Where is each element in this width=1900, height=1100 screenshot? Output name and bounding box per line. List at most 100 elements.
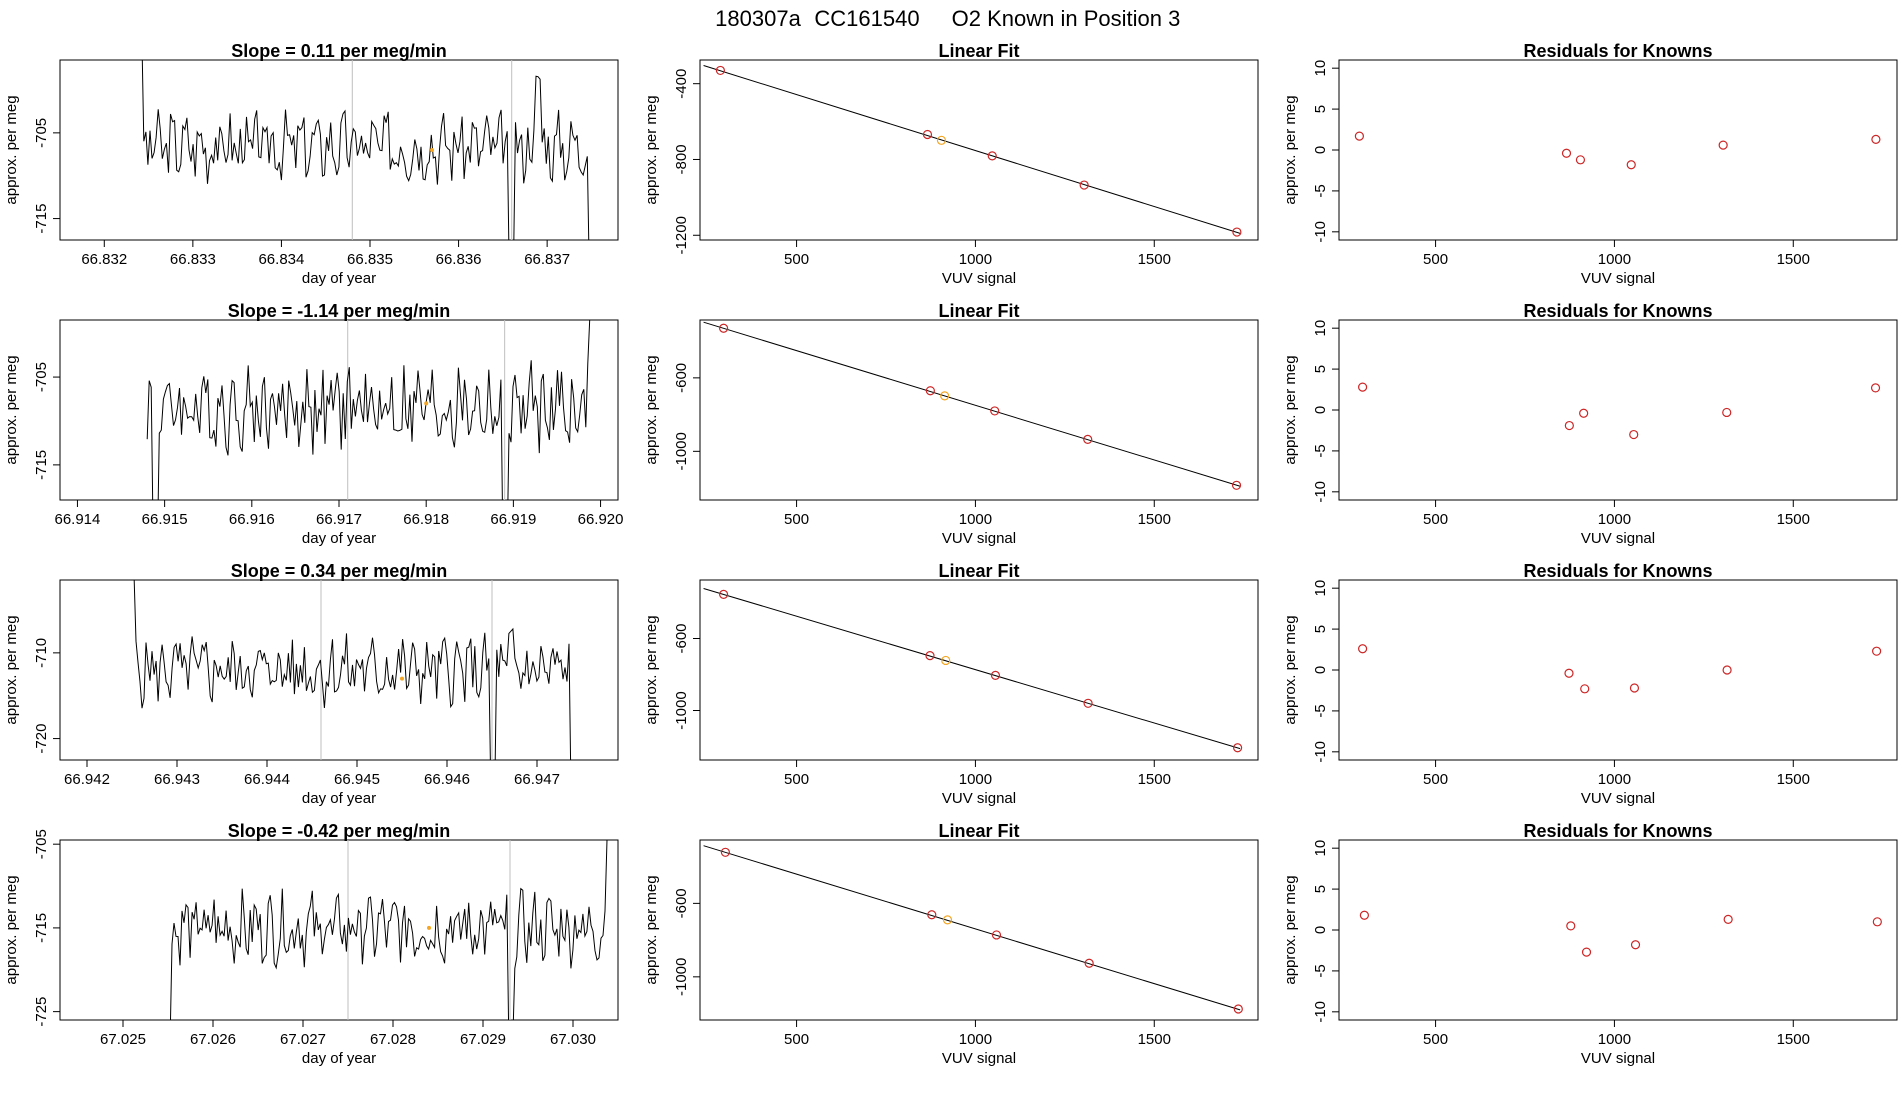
x-tick-label: 1000 <box>959 251 992 268</box>
x-tick-label: 66.915 <box>142 511 188 528</box>
figure-title-description: O2 Known in Position 3 <box>952 6 1181 31</box>
residual-point <box>1722 665 1732 675</box>
plot-frame <box>1338 59 1898 241</box>
panel-title: Linear Fit <box>938 561 1019 581</box>
data-point <box>990 406 1000 416</box>
residual-point <box>1354 131 1364 141</box>
time-series-panel-4: Slope = -0.42 per meg/min 67.025 67.026 67.… <box>3 821 619 1067</box>
x-tick-label: 66.944 <box>244 771 290 788</box>
data-point <box>991 930 1002 940</box>
y-tick-label: -5 <box>1312 444 1329 457</box>
linear-fit-panel-3: Linear Fit 500 1000 1500 -600 -1000 VUV signal… <box>643 561 1259 807</box>
y-axis-label: approx. per meg <box>1282 615 1299 724</box>
panel-title: Linear Fit <box>938 41 1019 61</box>
x-tick-label: 1000 <box>959 771 992 788</box>
highlight-point <box>430 148 434 152</box>
x-axis-label: VUV signal <box>942 790 1016 807</box>
panel-title: Slope = -0.42 per meg/min <box>228 821 451 841</box>
x-axis-label: day of year <box>302 530 376 547</box>
y-tick-label: -800 <box>673 144 690 174</box>
plot-frame <box>699 319 1259 501</box>
x-tick-label: 67.026 <box>190 1031 236 1048</box>
y-axis-label: approx. per meg <box>643 615 660 724</box>
x-tick-label: 500 <box>784 511 809 528</box>
x-axis-label: day of year <box>302 270 376 287</box>
panel-title: Slope = 0.34 per meg/min <box>231 561 448 581</box>
y-axis-label: approx. per meg <box>643 355 660 464</box>
highlight-point <box>940 391 950 401</box>
plot-area <box>1359 910 1882 957</box>
y-axis-label: approx. per meg <box>3 95 20 204</box>
x-axis-label: VUV signal <box>1581 1050 1655 1067</box>
residual-point <box>1629 683 1640 693</box>
x-tick-label: 66.919 <box>490 511 536 528</box>
y-tick-label: -720 <box>33 724 50 754</box>
residual-point <box>1579 408 1589 418</box>
panel-title: Linear Fit <box>938 301 1019 321</box>
plot-frame <box>59 59 619 241</box>
residual-point <box>1580 684 1590 694</box>
data-point <box>1233 743 1243 753</box>
linear-fit-panel-1: Linear Fit 500 1000 1500 -400 -800 -1200 VUV si… <box>643 41 1259 287</box>
panel-title: Residuals for Knowns <box>1523 821 1712 841</box>
y-tick-label: -705 <box>33 829 50 859</box>
residuals-panel-3: Residuals for Knowns 500 1000 1500 10 5 0 -5 -10… <box>1282 561 1898 807</box>
y-tick-label: 5 <box>1312 105 1329 113</box>
residual-point <box>1564 420 1574 431</box>
data-point <box>1083 434 1093 444</box>
y-tick-label: -10 <box>1312 1001 1329 1023</box>
plot-frame <box>1338 319 1898 501</box>
x-axis-label: VUV signal <box>942 1050 1016 1067</box>
fit-line <box>703 65 1241 234</box>
plot-area <box>703 65 1242 237</box>
y-axis-label: approx. per meg <box>1282 875 1299 984</box>
x-tick-label: 1000 <box>959 511 992 528</box>
residual-point <box>1564 668 1574 678</box>
data-point <box>1233 1004 1243 1014</box>
x-tick-label: 66.946 <box>424 771 470 788</box>
x-tick-label: 66.918 <box>403 511 449 528</box>
plot-frame <box>59 839 619 1021</box>
x-tick-label: 1500 <box>1777 251 1810 268</box>
x-tick-label: 66.920 <box>578 511 624 528</box>
panel-title: Slope = 0.11 per meg/min <box>231 41 447 61</box>
y-tick-label: 5 <box>1312 365 1329 373</box>
data-point <box>925 386 935 396</box>
residual-point <box>1566 921 1576 931</box>
x-axis-label: VUV signal <box>1581 790 1655 807</box>
y-tick-label: -715 <box>33 913 50 943</box>
x-tick-label: 66.917 <box>316 511 362 528</box>
residual-point <box>1872 646 1882 656</box>
y-axis-label: approx. per meg <box>1282 355 1299 464</box>
x-tick-label: 66.914 <box>54 511 100 528</box>
panel-title: Residuals for Knowns <box>1523 41 1712 61</box>
x-tick-label: 67.029 <box>460 1031 506 1048</box>
y-tick-label: -715 <box>33 204 50 234</box>
residual-point <box>1718 140 1728 150</box>
data-point <box>922 129 933 140</box>
y-tick-label: -705 <box>33 118 50 148</box>
y-tick-label: 5 <box>1312 625 1329 633</box>
residual-point <box>1358 644 1368 654</box>
panel-title: Linear Fit <box>938 821 1019 841</box>
data-point <box>719 323 729 333</box>
y-tick-label: 10 <box>1312 580 1329 597</box>
x-axis-label: day of year <box>302 1050 376 1067</box>
x-tick-label: 66.942 <box>64 771 110 788</box>
residuals-panel-4: Residuals for Knowns 500 1000 1500 10 5 0 -5 -10… <box>1282 821 1898 1067</box>
x-tick-label: 66.916 <box>229 511 275 528</box>
plot-frame <box>699 839 1259 1021</box>
y-tick-label: 10 <box>1312 320 1329 337</box>
plot-area <box>703 321 1242 490</box>
residual-point <box>1581 947 1592 957</box>
residual-point <box>1629 429 1639 440</box>
y-tick-label: 0 <box>1312 666 1329 674</box>
x-tick-label: 66.833 <box>170 251 216 268</box>
x-tick-label: 66.837 <box>524 251 570 268</box>
data-point <box>1231 480 1242 490</box>
time-series-panel-1: Slope = 0.11 per meg/min 66.832 66.833 66.8… <box>3 41 619 287</box>
x-tick-label: 500 <box>784 251 809 268</box>
x-tick-label: 1000 <box>959 1031 992 1048</box>
time-series-panel-3: Slope = 0.34 per meg/min 66.942 66.943 66.9… <box>3 561 619 807</box>
x-tick-label: 500 <box>784 771 809 788</box>
